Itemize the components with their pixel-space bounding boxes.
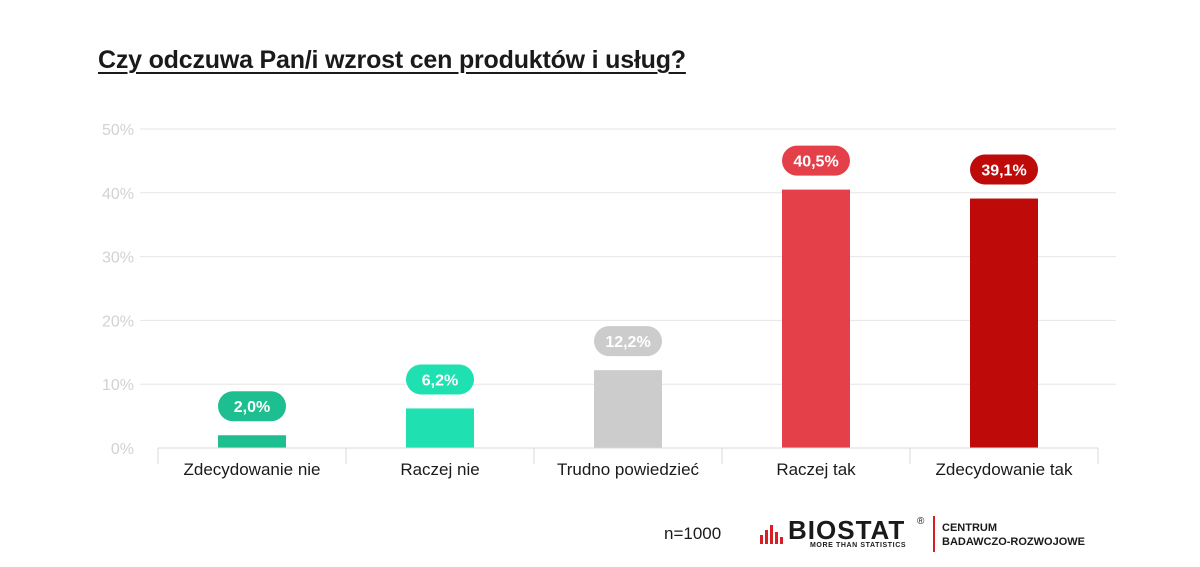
value-label: 40,5% [793,154,838,171]
y-axis-ticks: 0% 10% 20% 30% 40% 50% [102,122,134,458]
value-label-pill [970,154,1038,185]
logo-org-line1: CENTRUM [942,522,997,534]
chart-title: Czy odczuwa Pan/i wzrost cen produktów i… [98,46,686,74]
x-axis: Zdecydowanie nie Raczej nie Trudno powiedz… [157,447,1099,479]
value-label: 2,0% [234,399,270,416]
logo-registered-mark: ® [917,516,925,527]
bar [594,370,662,448]
logo-bars-icon [760,522,784,544]
sample-size: n=1000 [664,524,722,543]
logo-org-line2: BADAWCZO-ROZWOJOWE [942,536,1085,548]
category-label: Raczej tak [776,460,856,479]
logo-separator [933,516,935,552]
value-label: 39,1% [981,163,1026,180]
value-label-pill [406,364,474,395]
value-label: 6,2% [422,372,458,389]
category-label: Zdecydowanie tak [935,460,1073,479]
y-tick-label: 10% [102,377,134,394]
bar [782,189,850,449]
value-label-pill [782,145,850,176]
y-tick-label: 20% [102,313,134,330]
y-tick-label: 40% [102,186,134,203]
bars [218,189,1038,449]
logo-org-name: CENTRUM BADAWCZO-ROZWOJOWE [942,521,1085,549]
y-tick-label: 0% [111,441,134,458]
value-label-pill [594,326,662,357]
category-label: Raczej nie [400,460,479,479]
logo-brand: BIOSTAT [788,515,906,545]
bar [218,435,286,448]
bar-chart: 0% 10% 20% 30% 40% 50% 2,0% 6,2% 12,2% 40,5% 39,1… [102,122,1116,479]
biostat-logo: BIOSTAT ® MORE THAN STATISTICS CENTRUM B… [760,514,1120,554]
value-labels: 2,0% 6,2% 12,2% 40,5% 39,1% [218,145,1038,422]
gridlines [140,128,1116,385]
category-label: Trudno powiedzieć [557,460,700,479]
y-tick-label: 50% [102,122,134,139]
bar [406,408,474,448]
bar [970,198,1038,448]
category-label: Zdecydowanie nie [183,460,320,479]
value-label-pill [218,391,286,422]
logo-tagline: MORE THAN STATISTICS [810,542,907,549]
value-label: 12,2% [605,334,650,351]
y-tick-label: 30% [102,250,134,267]
